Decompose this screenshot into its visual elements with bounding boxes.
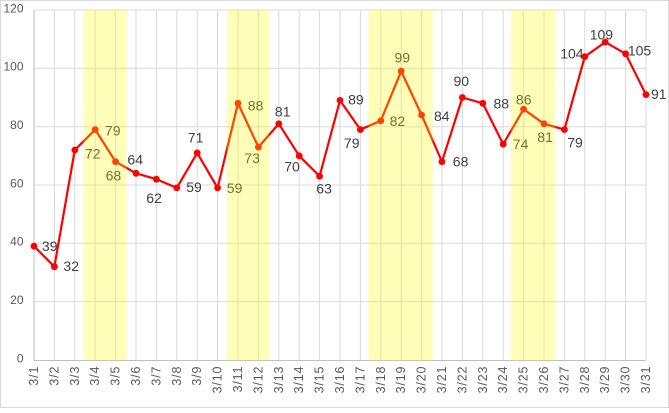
svg-text:3/24: 3/24 [496,366,510,394]
svg-text:3/21: 3/21 [435,366,449,394]
svg-text:59: 59 [186,179,202,195]
svg-text:63: 63 [316,181,332,197]
svg-text:3/25: 3/25 [517,366,531,394]
svg-text:70: 70 [284,159,300,175]
svg-text:64: 64 [127,151,143,167]
svg-text:3/10: 3/10 [211,366,225,394]
svg-text:3/13: 3/13 [272,366,286,394]
svg-text:90: 90 [454,73,470,89]
svg-text:79: 79 [344,135,360,151]
svg-text:74: 74 [513,136,529,152]
svg-text:81: 81 [275,103,291,119]
svg-text:99: 99 [395,50,411,66]
svg-text:3/12: 3/12 [251,366,265,394]
svg-text:73: 73 [244,150,260,166]
svg-text:3/3: 3/3 [68,366,82,386]
svg-text:80: 80 [10,118,24,132]
svg-text:88: 88 [494,96,510,112]
svg-text:3/17: 3/17 [353,366,367,394]
svg-text:3/31: 3/31 [639,366,653,394]
svg-text:3/5: 3/5 [109,366,123,386]
svg-text:3/18: 3/18 [374,366,388,394]
svg-text:3/15: 3/15 [313,366,327,394]
svg-text:71: 71 [188,129,204,145]
svg-text:3/11: 3/11 [231,366,245,393]
svg-text:59: 59 [227,180,243,196]
svg-text:3/27: 3/27 [557,366,571,394]
svg-text:84: 84 [434,108,450,124]
svg-text:68: 68 [106,168,122,184]
svg-text:68: 68 [453,154,469,170]
svg-text:3/4: 3/4 [88,366,102,386]
svg-text:3/22: 3/22 [455,366,469,394]
svg-text:81: 81 [537,129,553,145]
svg-text:79: 79 [105,122,121,138]
svg-text:3/28: 3/28 [578,366,592,394]
svg-text:72: 72 [85,146,101,162]
svg-text:3/16: 3/16 [333,366,347,394]
svg-text:3/30: 3/30 [619,366,633,394]
svg-text:32: 32 [63,258,79,274]
svg-text:100: 100 [3,60,23,74]
svg-text:3/29: 3/29 [598,366,612,394]
svg-text:120: 120 [3,1,23,15]
svg-text:62: 62 [146,190,162,206]
svg-text:3/8: 3/8 [170,366,184,386]
svg-text:3/9: 3/9 [190,366,204,386]
svg-text:105: 105 [628,43,652,59]
svg-text:3/19: 3/19 [394,366,408,394]
svg-text:3/14: 3/14 [292,366,306,394]
svg-text:3/26: 3/26 [537,366,551,394]
svg-text:82: 82 [390,113,406,129]
svg-text:88: 88 [248,98,264,114]
svg-text:79: 79 [567,135,583,151]
svg-text:0: 0 [17,351,24,365]
svg-text:20: 20 [10,293,24,307]
svg-text:40: 40 [10,235,24,249]
svg-text:89: 89 [348,91,364,107]
svg-text:91: 91 [651,86,667,102]
svg-text:104: 104 [560,46,584,62]
svg-text:86: 86 [516,91,532,107]
svg-text:3/23: 3/23 [476,366,490,394]
svg-text:109: 109 [590,26,614,42]
svg-text:60: 60 [10,176,24,190]
svg-text:3/7: 3/7 [149,366,163,386]
svg-text:3/6: 3/6 [129,366,143,386]
svg-text:3/1: 3/1 [27,366,41,386]
svg-text:3/20: 3/20 [415,366,429,394]
svg-text:3/2: 3/2 [47,366,61,386]
svg-text:39: 39 [42,238,58,254]
